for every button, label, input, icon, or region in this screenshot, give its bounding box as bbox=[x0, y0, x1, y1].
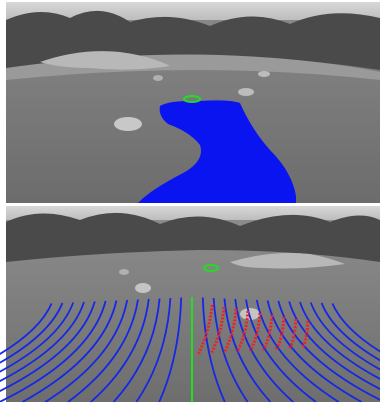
trajectory-curves bbox=[0, 297, 380, 402]
trajectory-curve bbox=[201, 297, 226, 402]
path-overlay bbox=[138, 100, 296, 203]
trajectory-curve bbox=[67, 299, 139, 402]
trajectory-curve bbox=[0, 300, 107, 402]
trajectory-curve bbox=[288, 301, 380, 390]
trajectory-curve bbox=[112, 298, 161, 402]
trajectory-curve bbox=[266, 300, 363, 402]
trajectory-curve bbox=[196, 304, 214, 356]
bottom-panel bbox=[0, 206, 380, 402]
trajectory-curve bbox=[248, 312, 262, 352]
trajectory-curve bbox=[309, 302, 380, 371]
trajectory-curve bbox=[44, 299, 129, 402]
rock bbox=[238, 88, 254, 96]
trajectory-curve bbox=[0, 301, 96, 392]
trajectory-curve bbox=[331, 303, 380, 353]
rocks bbox=[230, 253, 345, 269]
rock bbox=[114, 117, 142, 131]
rock bbox=[135, 283, 151, 293]
trajectory-curve bbox=[0, 303, 53, 355]
rocks bbox=[40, 51, 170, 70]
trajectory-curve bbox=[209, 306, 226, 355]
rock bbox=[119, 269, 129, 275]
rock bbox=[258, 71, 270, 77]
tree-line bbox=[6, 212, 380, 262]
top-panel bbox=[6, 2, 380, 203]
trajectory-curve bbox=[0, 302, 64, 364]
goal-marker bbox=[183, 95, 201, 103]
trajectory-curve bbox=[301, 320, 310, 349]
trajectory-curve bbox=[158, 297, 183, 402]
trajectory-curve bbox=[235, 310, 250, 353]
trajectory-curve bbox=[0, 301, 85, 383]
trajectory-curve bbox=[255, 299, 340, 402]
trajectory-curve bbox=[223, 298, 272, 402]
trajectory-curve bbox=[212, 297, 249, 402]
trajectory-curve bbox=[320, 302, 380, 362]
trajectory-curve bbox=[287, 318, 298, 350]
rock bbox=[153, 75, 163, 81]
trajectory-curve bbox=[274, 316, 286, 350]
trajectory-curve bbox=[0, 302, 75, 373]
trajectory-curve bbox=[21, 300, 118, 402]
trajectory-curve bbox=[90, 298, 150, 402]
trajectory-curve bbox=[135, 297, 172, 402]
goal-marker bbox=[203, 264, 219, 272]
trajectory-curve bbox=[222, 308, 238, 354]
trajectory-curve bbox=[299, 301, 380, 380]
trajectory-curve bbox=[234, 298, 294, 402]
trajectory-curve bbox=[261, 314, 274, 351]
trajectory-curve bbox=[277, 300, 380, 401]
